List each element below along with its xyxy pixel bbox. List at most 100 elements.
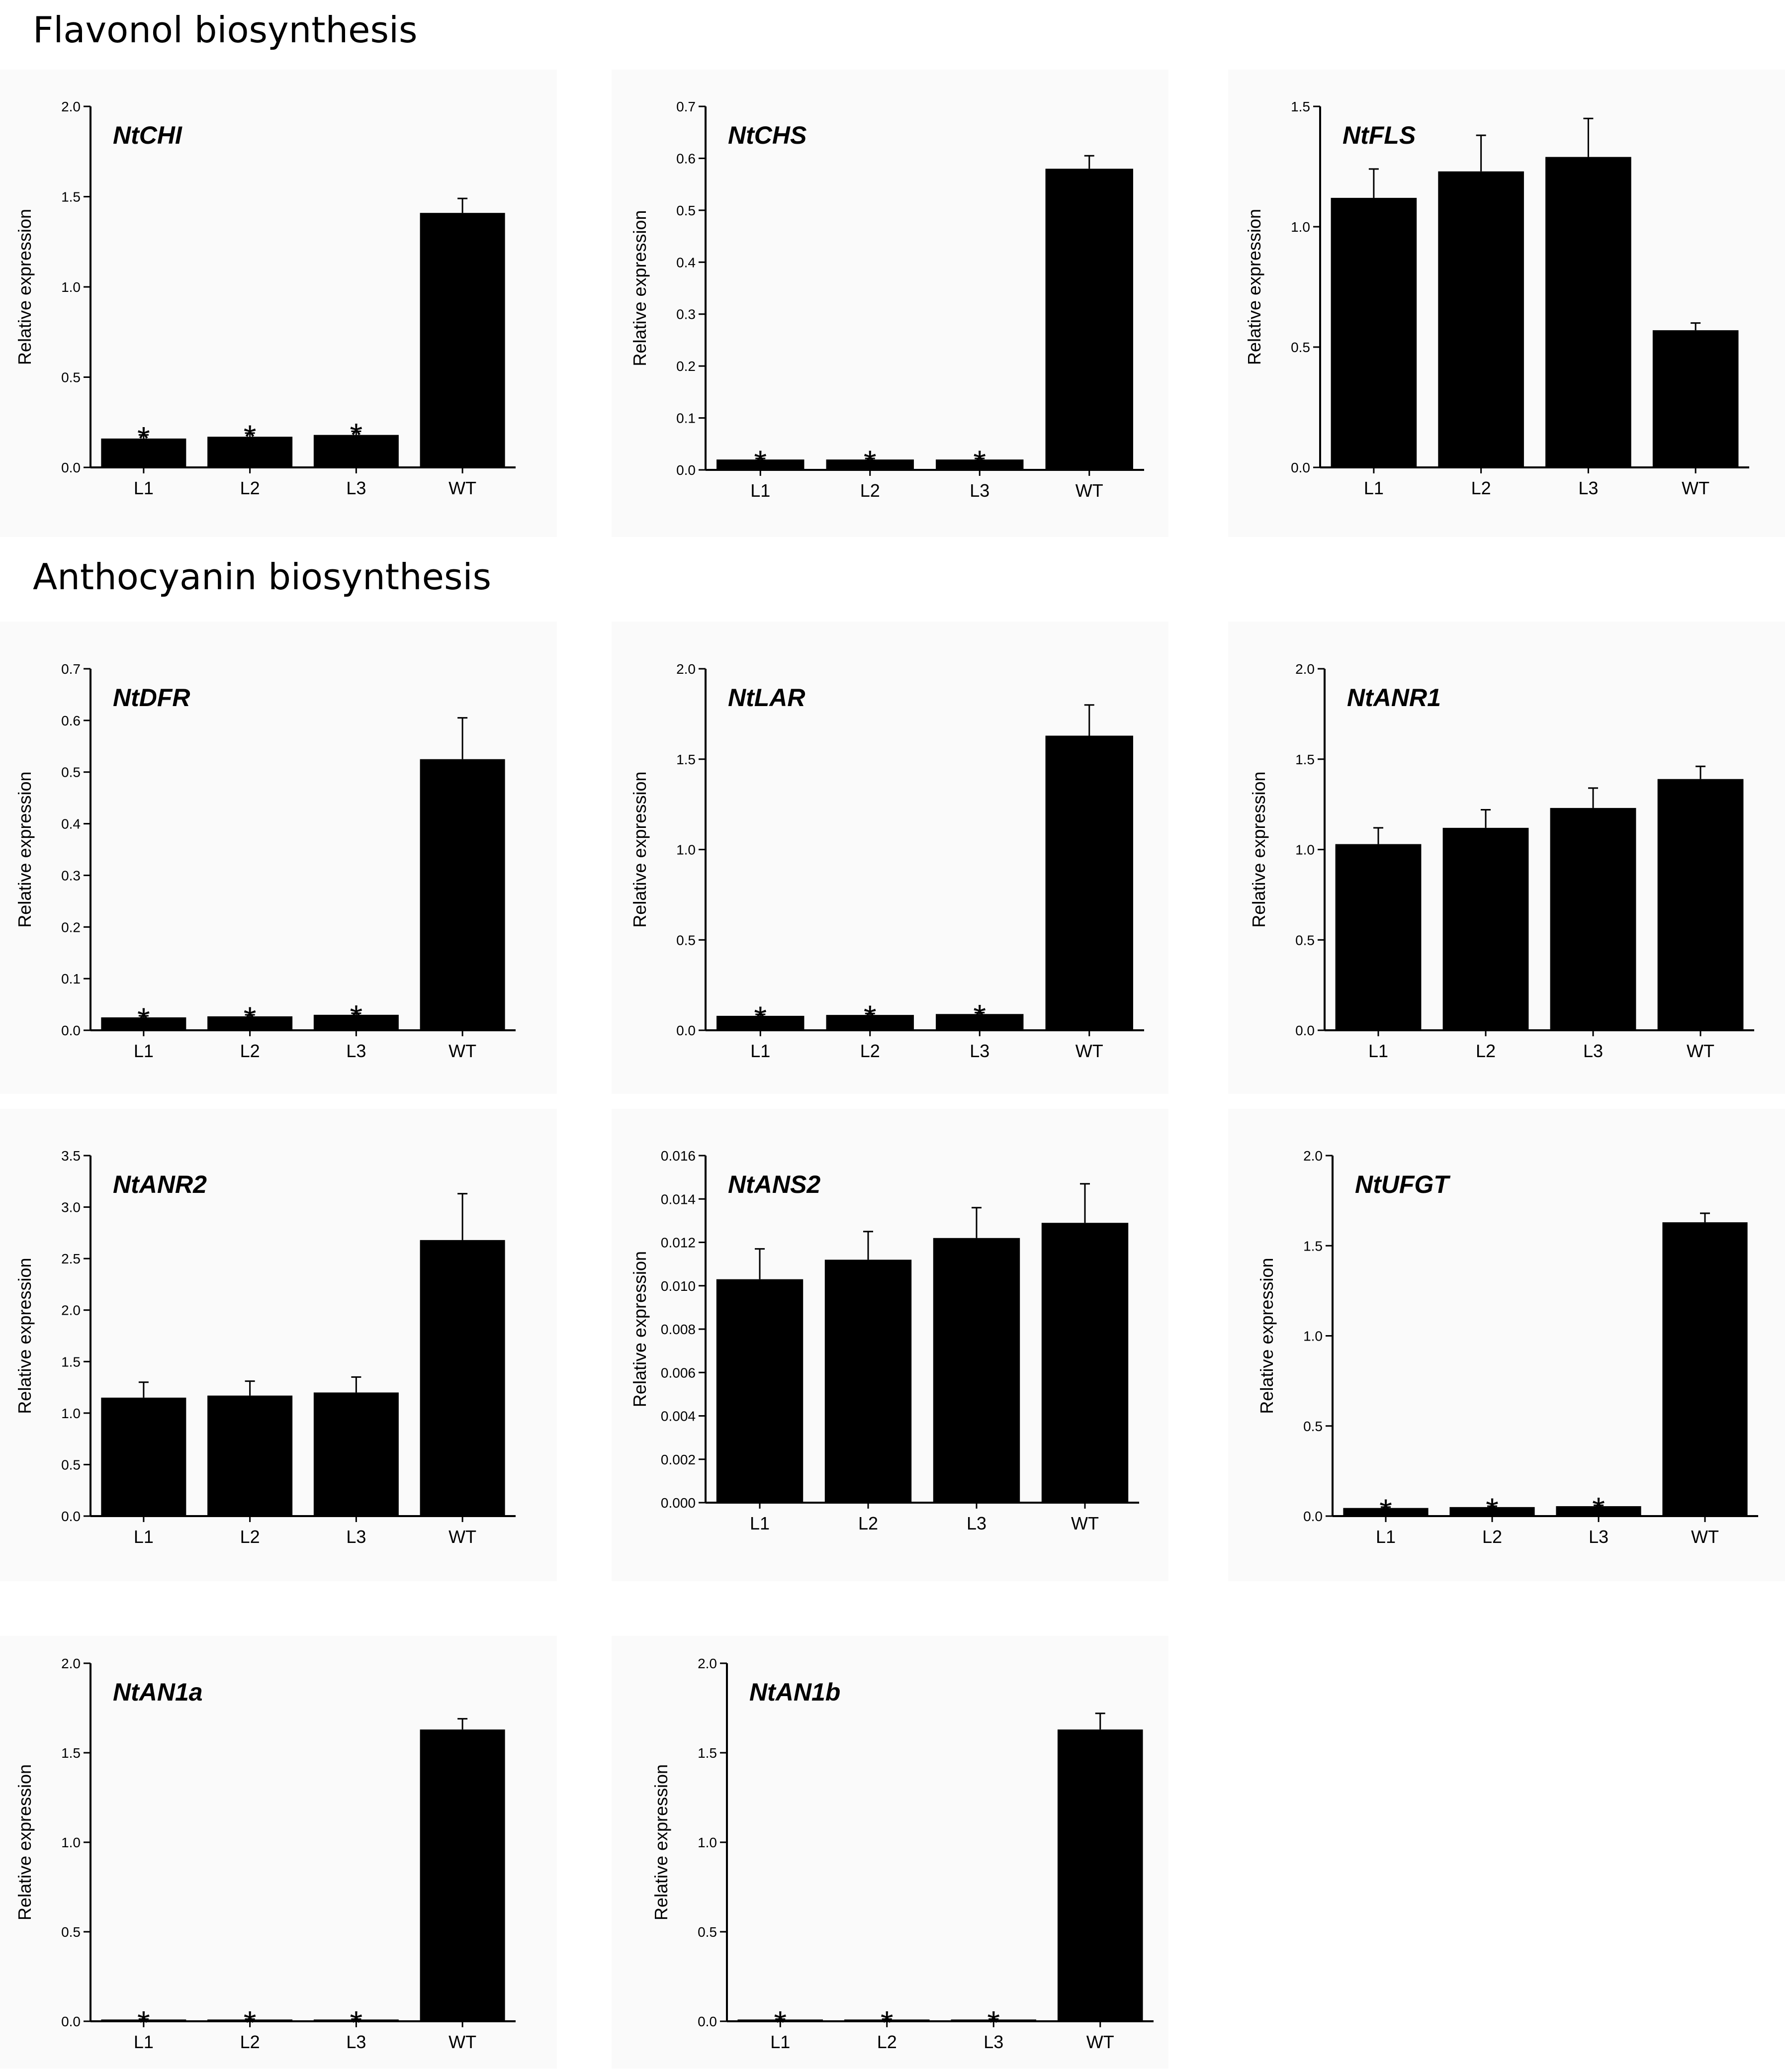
chart-ntufgt-y-tick-label: 0.5 bbox=[1303, 1419, 1323, 1434]
chart-ntan1b-y-tick-label: 0.5 bbox=[698, 1924, 717, 1940]
chart-ntanr1-y-tick-label: 1.5 bbox=[1295, 752, 1315, 767]
chart-ntdfr-y-tick-label: 0.5 bbox=[61, 765, 81, 780]
chart-ntan1a-y-tick-label: 1.5 bbox=[61, 1745, 81, 1761]
chart-ntchs-title: NtCHS bbox=[728, 121, 806, 149]
chart-ntfls-y-axis-label: Relative expression bbox=[1244, 209, 1264, 365]
chart-ntans2-x-tick-label: L1 bbox=[750, 1513, 770, 1533]
chart-ntchs-y-tick-label: 0.0 bbox=[676, 462, 696, 478]
chart-ntufgt-y-tick-label: 1.5 bbox=[1303, 1238, 1323, 1254]
chart-ntanr2-bar-l1 bbox=[101, 1397, 186, 1516]
chart-ntlar-x-tick-label: L3 bbox=[970, 1041, 989, 1061]
chart-ntchs-bar-wt bbox=[1045, 169, 1133, 470]
section-title-flavonol: Flavonol biosynthesis bbox=[33, 9, 418, 51]
chart-ntdfr-significance-l3: * bbox=[350, 998, 363, 1035]
chart-ntufgt-title: NtUFGT bbox=[1355, 1171, 1451, 1198]
chart-ntans2-y-tick-label: 0.016 bbox=[661, 1148, 696, 1164]
chart-ntan1b-y-tick-label: 0.0 bbox=[698, 2014, 717, 2029]
chart-ntfls-x-tick-label: L2 bbox=[1471, 478, 1491, 498]
chart-ntufgt-x-tick-label: L3 bbox=[1589, 1527, 1609, 1547]
chart-ntans2-x-tick-label: L3 bbox=[967, 1513, 986, 1533]
chart-ntufgt-significance-l2: * bbox=[1486, 1491, 1499, 1528]
chart-ntanr2-y-tick-label: 0.0 bbox=[61, 1509, 81, 1524]
chart-ntlar-title: NtLAR bbox=[728, 684, 806, 712]
chart-ntchi-y-tick-label: 0.0 bbox=[61, 460, 81, 475]
chart-ntans2-bar-l1 bbox=[716, 1279, 804, 1503]
chart-ntans2-bar-l3 bbox=[933, 1238, 1020, 1503]
chart-ntchi-bar-l2 bbox=[207, 437, 293, 467]
chart-ntfls-bar-l3 bbox=[1545, 157, 1631, 467]
chart-ntanr1-y-tick-label: 0.5 bbox=[1295, 932, 1315, 948]
chart-ntanr1-title: NtANR1 bbox=[1347, 684, 1441, 712]
chart-ntdfr-bar-l1 bbox=[101, 1017, 186, 1030]
chart-ntlar-x-tick-label: L2 bbox=[860, 1041, 880, 1061]
chart-ntufgt-x-tick-label: WT bbox=[1691, 1527, 1719, 1547]
chart-ntdfr-y-tick-label: 0.1 bbox=[61, 971, 81, 987]
chart-ntlar-x-tick-label: L1 bbox=[750, 1041, 770, 1061]
chart-ntchs-y-tick-label: 0.1 bbox=[676, 411, 696, 426]
chart-ntanr2-bar-l3 bbox=[313, 1392, 399, 1516]
chart-ntanr2-y-axis-label: Relative expression bbox=[14, 1258, 35, 1414]
chart-ntfls-title: NtFLS bbox=[1342, 121, 1416, 149]
chart-ntanr2-x-tick-label: L2 bbox=[240, 1527, 260, 1547]
chart-ntchi-significance-l3: * bbox=[350, 416, 363, 453]
chart-ntfls-y-tick-label: 1.0 bbox=[1291, 219, 1310, 235]
chart-ntdfr-x-tick-label: WT bbox=[448, 1041, 476, 1061]
chart-ntchi-y-axis-label: Relative expression bbox=[14, 209, 35, 365]
chart-ntan1a-x-tick-label: L2 bbox=[240, 2032, 260, 2052]
chart-ntufgt-y-tick-label: 0.0 bbox=[1303, 1509, 1323, 1524]
chart-ntanr1-y-tick-label: 1.0 bbox=[1295, 842, 1315, 858]
chart-ntdfr-y-axis-label: Relative expression bbox=[14, 771, 35, 927]
chart-ntans2-y-tick-label: 0.004 bbox=[661, 1409, 696, 1424]
chart-ntan1a-x-tick-label: WT bbox=[448, 2032, 476, 2052]
chart-ntchs-bar-l3 bbox=[936, 459, 1024, 470]
chart-ntlar-y-tick-label: 0.0 bbox=[676, 1023, 696, 1038]
chart-ntans2-bar-wt bbox=[1041, 1223, 1129, 1503]
chart-ntan1b-bar-wt bbox=[1057, 1729, 1143, 2021]
chart-ntfls-x-tick-label: WT bbox=[1682, 478, 1709, 498]
chart-ntans2-y-axis-label: Relative expression bbox=[629, 1251, 650, 1407]
chart-ntanr2-y-tick-label: 3.0 bbox=[61, 1200, 81, 1215]
chart-ntchs-y-tick-label: 0.2 bbox=[676, 359, 696, 374]
chart-ntlar-y-tick-label: 0.5 bbox=[676, 932, 696, 948]
chart-ntanr1-bar-l1 bbox=[1335, 844, 1422, 1030]
chart-ntlar-y-axis-label: Relative expression bbox=[629, 771, 650, 927]
chart-ntdfr-y-tick-label: 0.4 bbox=[61, 816, 81, 832]
chart-ntanr2-y-tick-label: 2.5 bbox=[61, 1251, 81, 1266]
chart-ntufgt-x-tick-label: L1 bbox=[1376, 1527, 1396, 1547]
chart-ntanr1-x-tick-label: WT bbox=[1687, 1041, 1714, 1061]
chart-ntchi-y-tick-label: 1.5 bbox=[61, 189, 81, 205]
chart-ntlar-x-tick-label: WT bbox=[1075, 1041, 1103, 1061]
chart-ntlar-bar-wt bbox=[1045, 735, 1133, 1030]
chart-ntchi-significance-l1: * bbox=[137, 420, 150, 457]
chart-ntanr2-title: NtANR2 bbox=[113, 1171, 207, 1198]
chart-ntans2-y-tick-label: 0.014 bbox=[661, 1191, 696, 1207]
chart-ntans2-y-tick-label: 0.012 bbox=[661, 1235, 696, 1251]
chart-ntufgt-y-tick-label: 2.0 bbox=[1303, 1148, 1323, 1164]
chart-ntdfr-bar-l3 bbox=[313, 1014, 399, 1030]
chart-ntchs-y-tick-label: 0.7 bbox=[676, 99, 696, 114]
chart-ntchi-bar-l3 bbox=[313, 435, 399, 467]
chart-ntan1b-x-tick-label: L2 bbox=[877, 2032, 897, 2052]
chart-ntdfr-y-tick-label: 0.7 bbox=[61, 661, 81, 677]
chart-ntanr1-y-tick-label: 2.0 bbox=[1295, 661, 1315, 677]
chart-ntchs-y-tick-label: 0.6 bbox=[676, 151, 696, 166]
chart-ntan1a-x-tick-label: L3 bbox=[346, 2032, 366, 2052]
chart-ntlar-bar-l3 bbox=[936, 1014, 1024, 1030]
chart-ntan1b-bar-l2 bbox=[844, 2019, 930, 2021]
chart-ntan1a-y-tick-label: 2.0 bbox=[61, 1656, 81, 1671]
chart-ntlar-y-tick-label: 2.0 bbox=[676, 661, 696, 677]
chart-ntan1b-y-tick-label: 1.0 bbox=[698, 1835, 717, 1850]
chart-ntchi-y-tick-label: 1.0 bbox=[61, 279, 81, 295]
chart-ntan1a-bar-l3 bbox=[313, 2019, 399, 2021]
chart-ntan1a-y-tick-label: 1.0 bbox=[61, 1835, 81, 1850]
chart-ntchs-x-tick-label: L2 bbox=[860, 480, 880, 501]
chart-ntdfr-title: NtDFR bbox=[113, 684, 190, 712]
chart-ntdfr-y-tick-label: 0.6 bbox=[61, 713, 81, 728]
chart-ntfls-bar-wt bbox=[1652, 330, 1739, 467]
chart-ntlar-significance-l2: * bbox=[864, 998, 877, 1035]
section-title-anthocyanin: Anthocyanin biosynthesis bbox=[33, 556, 491, 598]
chart-ntan1a-title: NtAN1a bbox=[113, 1678, 203, 1706]
chart-ntdfr-y-tick-label: 0.3 bbox=[61, 868, 81, 883]
chart-ntans2-y-tick-label: 0.008 bbox=[661, 1322, 696, 1337]
